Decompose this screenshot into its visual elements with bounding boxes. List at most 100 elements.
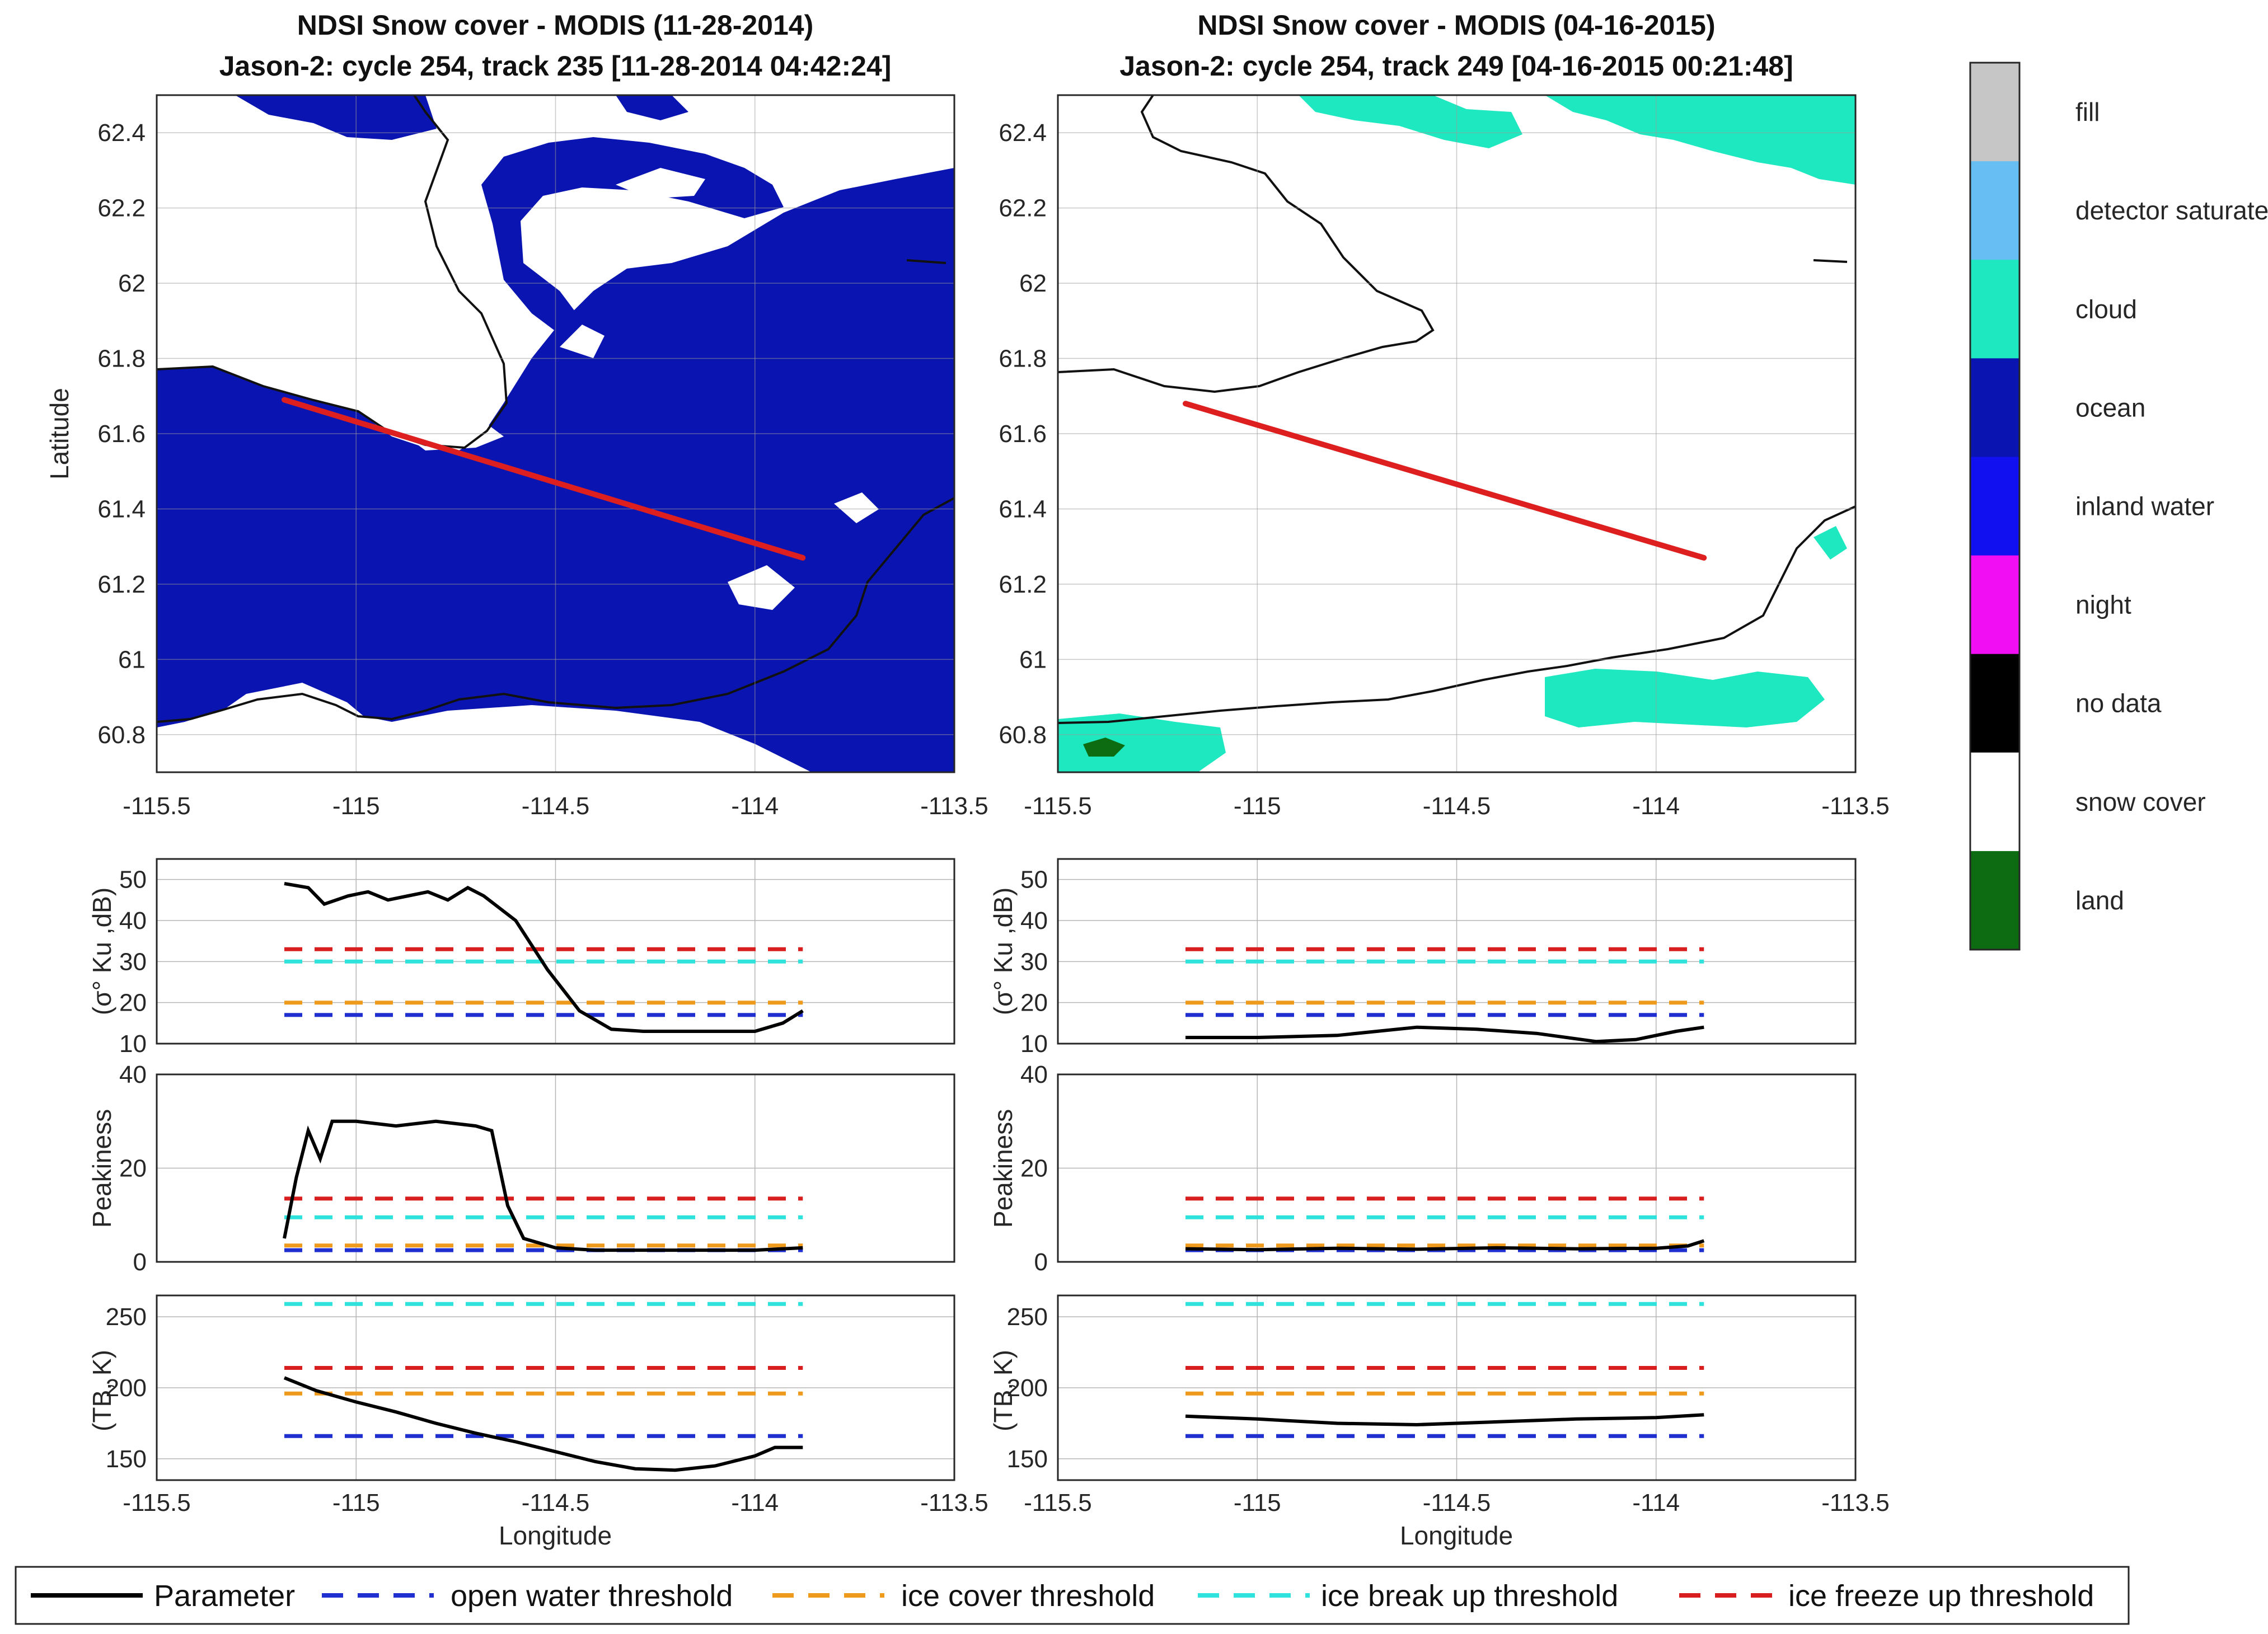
legend-label-parameter: Parameter — [154, 1579, 295, 1613]
legend-label-ice-break-up-threshold: ice break up threshold — [1321, 1579, 1618, 1613]
map-left-xtick-label: -115 — [332, 792, 380, 820]
sigma0-right-ytick-label: 40 — [1020, 907, 1048, 935]
sigma0-left-frame — [156, 858, 955, 1045]
sigma0-left-ytick-label: 10 — [119, 1030, 147, 1058]
colorbar-swatch-fill — [1970, 63, 2019, 162]
sigma0-right-ytick-label: 30 — [1020, 948, 1048, 975]
map-right-ytick-label: 60.8 — [999, 721, 1047, 749]
sigma0-left-ylabel: (σ° Ku ,dB) — [87, 888, 116, 1015]
tb-left-plot: 150 200 250 -115.5 -115 -114.5 -114 -113.5 — [106, 1294, 988, 1516]
map-right-xtick-label: -115 — [1234, 792, 1281, 820]
tb-left-frame — [156, 1294, 955, 1481]
map-left-title-line2: Jason-2: cycle 254, track 235 [11-28-201… — [219, 50, 892, 82]
tb-right-xtick-label: -115 — [1234, 1489, 1281, 1516]
tb-left-ytick-label: 150 — [106, 1445, 147, 1473]
colorbar-swatch-ocean — [1970, 358, 2019, 457]
map-left-ytick-label: 61 — [118, 646, 146, 673]
colorbar-label-no-data: no data — [2075, 689, 2162, 718]
colorbar-label-ocean: ocean — [2075, 393, 2145, 422]
map-left-ocean-arc — [481, 137, 784, 330]
legend-label-ice-freeze-up-threshold: ice freeze up threshold — [1788, 1579, 2094, 1613]
map-left-xtick-label: -113.5 — [920, 792, 988, 820]
legend-label-open-water-threshold: open water threshold — [451, 1579, 733, 1613]
map-right-land-southwest — [1083, 738, 1125, 757]
tb-left-xtick-label: -115 — [332, 1489, 380, 1516]
map-right-gridlines — [1058, 95, 1855, 772]
tb-right-series-parameter — [1185, 1413, 1704, 1427]
colorbar-label-detector-saturated: detector saturated — [2075, 196, 2268, 225]
map-left-ylabel: Latitude — [45, 388, 74, 480]
map-right-cloud-east — [1814, 526, 1847, 560]
colorbar-swatch-land — [1970, 851, 2019, 950]
map-left: -115.5 -115 -114.5 -114 -113.5 60.8 61 61.2 61.… — [45, 94, 988, 820]
map-left-snow-patch-3 — [560, 325, 605, 358]
legend-item-ice-freeze-up-threshold: ice freeze up threshold — [1679, 1579, 2094, 1613]
map-left-ytick-label: 62 — [118, 270, 146, 297]
tb-right-plot: 150 200 250 -115.5 -115 -114.5 -114 -113.5 — [1007, 1294, 1890, 1516]
tb-right-xtick-label: -115.5 — [1024, 1489, 1092, 1516]
peakiness-right-ytick-label: 0 — [1034, 1248, 1048, 1276]
peakiness-left-ylabel: Peakiness — [87, 1109, 116, 1228]
colorbar-label-land: land — [2075, 886, 2124, 915]
peakiness-right-ytick-label: 20 — [1020, 1155, 1048, 1182]
peakiness-right-series-parameter — [1185, 1239, 1705, 1252]
peakiness-right-ylabel: Peakiness — [988, 1109, 1018, 1228]
map-right-ytick-label: 61.4 — [999, 495, 1047, 523]
peakiness-right-frame — [1057, 1073, 1857, 1263]
map-right-ytick-label: 61.2 — [999, 571, 1047, 598]
map-left-xtick-label: -115.5 — [123, 792, 191, 820]
tb-right-ylabel: (TB, K) — [988, 1350, 1018, 1431]
tb-left-ytick-label: 250 — [106, 1303, 147, 1331]
sigma0-right-plot: 10 20 30 40 50 — [1020, 858, 1857, 1058]
peakiness-left-frame — [156, 1073, 955, 1263]
sigma0-left-ytick-label: 40 — [119, 907, 147, 935]
map-left-gridlines — [157, 95, 954, 772]
map-left-x-tick-labels: -115.5 -115 -114.5 -114 -113.5 — [123, 792, 988, 820]
legend-item-ice-cover-threshold: ice cover threshold — [772, 1579, 1155, 1613]
sigma0-right-series-parameter — [1185, 1025, 1704, 1044]
map-left-title-line1: NDSI Snow cover - MODIS (11-28-2014) — [297, 10, 814, 41]
map-right-cloud-northeast — [1545, 95, 1855, 185]
map-left-ocean-north — [235, 95, 437, 140]
peakiness-right-plot: 0 20 40 — [1020, 1061, 1857, 1276]
sigma0-right-ytick-label: 10 — [1020, 1030, 1048, 1058]
tb-right-ytick-label: 250 — [1007, 1303, 1048, 1331]
map-right-frame — [1057, 94, 1857, 773]
map-right-track-line — [1183, 401, 1707, 561]
sigma0-right-ytick-label: 20 — [1020, 989, 1048, 1017]
sigma0-right-ytick-label: 50 — [1020, 866, 1048, 894]
map-left-y-tick-labels: 60.8 61 61.2 61.4 61.6 61.8 62 62.2 62.4 — [97, 119, 146, 749]
peakiness-left-series-parameter — [283, 1119, 803, 1252]
map-right-ytick-label: 61 — [1019, 646, 1047, 673]
tb-left-xtick-label: -115.5 — [123, 1489, 191, 1516]
colorbar-label-inland-water: inland water — [2075, 492, 2214, 521]
tb-right-ytick-label: 150 — [1007, 1445, 1048, 1473]
sigma0-right-ylabel: (σ° Ku ,dB) — [988, 888, 1018, 1015]
map-right-ytick-label: 62.4 — [999, 119, 1047, 147]
colorbar-label-fill: fill — [2075, 97, 2100, 126]
sigma0-left-ytick-label: 50 — [119, 866, 147, 894]
legend-item-parameter: Parameter — [31, 1579, 295, 1613]
tb-left-xtick-label: -114.5 — [522, 1489, 590, 1516]
peakiness-left-ytick-label: 40 — [119, 1061, 147, 1088]
colorbar-frame — [1969, 62, 2021, 951]
tb-left-ylabel: (TB, K) — [87, 1350, 116, 1431]
map-left-xtick-label: -114 — [731, 792, 779, 820]
sigma0-left-ytick-label: 30 — [119, 948, 147, 975]
peakiness-left-ytick-label: 0 — [133, 1248, 147, 1276]
map-left-ytick-label: 61.4 — [97, 495, 146, 523]
map-left-snow-patch-2 — [616, 168, 705, 199]
sigma0-left-series-parameter — [284, 882, 804, 1033]
map-right-xtick-label: -115.5 — [1024, 792, 1092, 820]
map-right-y-tick-labels: 60.8 61 61.2 61.4 61.6 61.8 62 62.2 62.4 — [999, 119, 1047, 749]
peakiness-left-plot: 0 20 40 — [119, 1061, 955, 1276]
map-left-snow-patch-5 — [834, 492, 879, 523]
map-left-ytick-label: 61.2 — [97, 571, 146, 598]
map-left-ytick-label: 62.2 — [97, 195, 146, 222]
map-right-title-line2: Jason-2: cycle 254, track 249 [04-16-201… — [1119, 50, 1793, 82]
sigma0-left-ytick-label: 20 — [119, 989, 147, 1017]
colorbar-swatch-no-data — [1970, 654, 2019, 753]
peakiness-right-ytick-label: 40 — [1020, 1061, 1048, 1088]
colorbar-swatch-snow-cover — [1970, 752, 2019, 852]
